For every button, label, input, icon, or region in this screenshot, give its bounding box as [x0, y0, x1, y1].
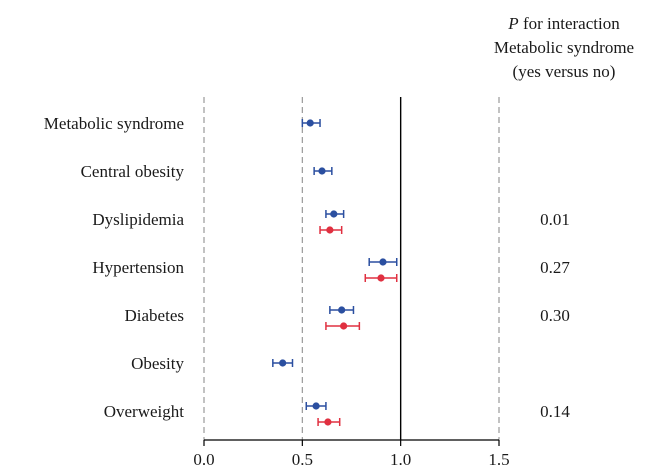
row: Diabetes 0.30	[125, 306, 570, 330]
row-label: Hypertension	[92, 258, 184, 277]
p-interaction-value: 0.27	[540, 258, 570, 277]
point-estimate	[324, 418, 332, 426]
header-line-2: Metabolic syndrome	[494, 38, 634, 57]
row-label: Diabetes	[125, 306, 184, 325]
row: Dyslipidemia 0.01	[92, 210, 570, 234]
row: Central obesity	[81, 162, 333, 181]
x-tick-label: 0.0	[193, 450, 214, 469]
row-label: Dyslipidemia	[92, 210, 184, 229]
header-line-3: (yes versus no)	[513, 62, 616, 81]
rows: Metabolic syndrome Central obesity Dyslipi…	[44, 114, 570, 426]
row-label: Central obesity	[81, 162, 185, 181]
p-interaction-value: 0.01	[540, 210, 570, 229]
x-tick-label: 1.0	[390, 450, 411, 469]
p-interaction-value: 0.14	[540, 402, 570, 421]
row: Overweight 0.14	[104, 402, 570, 426]
x-axis: 0.0 0.5 1.0 1.5	[193, 439, 510, 469]
x-tick-label: 0.5	[292, 450, 313, 469]
point-estimate	[312, 402, 320, 410]
row: Metabolic syndrome	[44, 114, 321, 133]
point-estimate	[279, 359, 287, 367]
x-tick-label: 1.5	[488, 450, 509, 469]
row-label: Overweight	[104, 402, 185, 421]
point-estimate	[379, 258, 387, 266]
row-label: Metabolic syndrome	[44, 114, 184, 133]
point-estimate	[326, 226, 334, 234]
row: Hypertension 0.27	[92, 258, 570, 282]
row: Obesity	[131, 354, 294, 373]
header-line-1: P for interaction	[507, 14, 620, 33]
p-interaction-value: 0.30	[540, 306, 570, 325]
point-estimate	[318, 167, 326, 175]
point-estimate	[377, 274, 385, 282]
header-italic-p: P	[507, 14, 518, 33]
header-line-1-rest: for interaction	[519, 14, 621, 33]
point-estimate	[338, 306, 346, 314]
point-estimate	[340, 322, 348, 330]
reference-lines	[203, 97, 500, 440]
row-label: Obesity	[131, 354, 184, 373]
point-estimate	[330, 210, 338, 218]
point-estimate	[306, 119, 314, 127]
